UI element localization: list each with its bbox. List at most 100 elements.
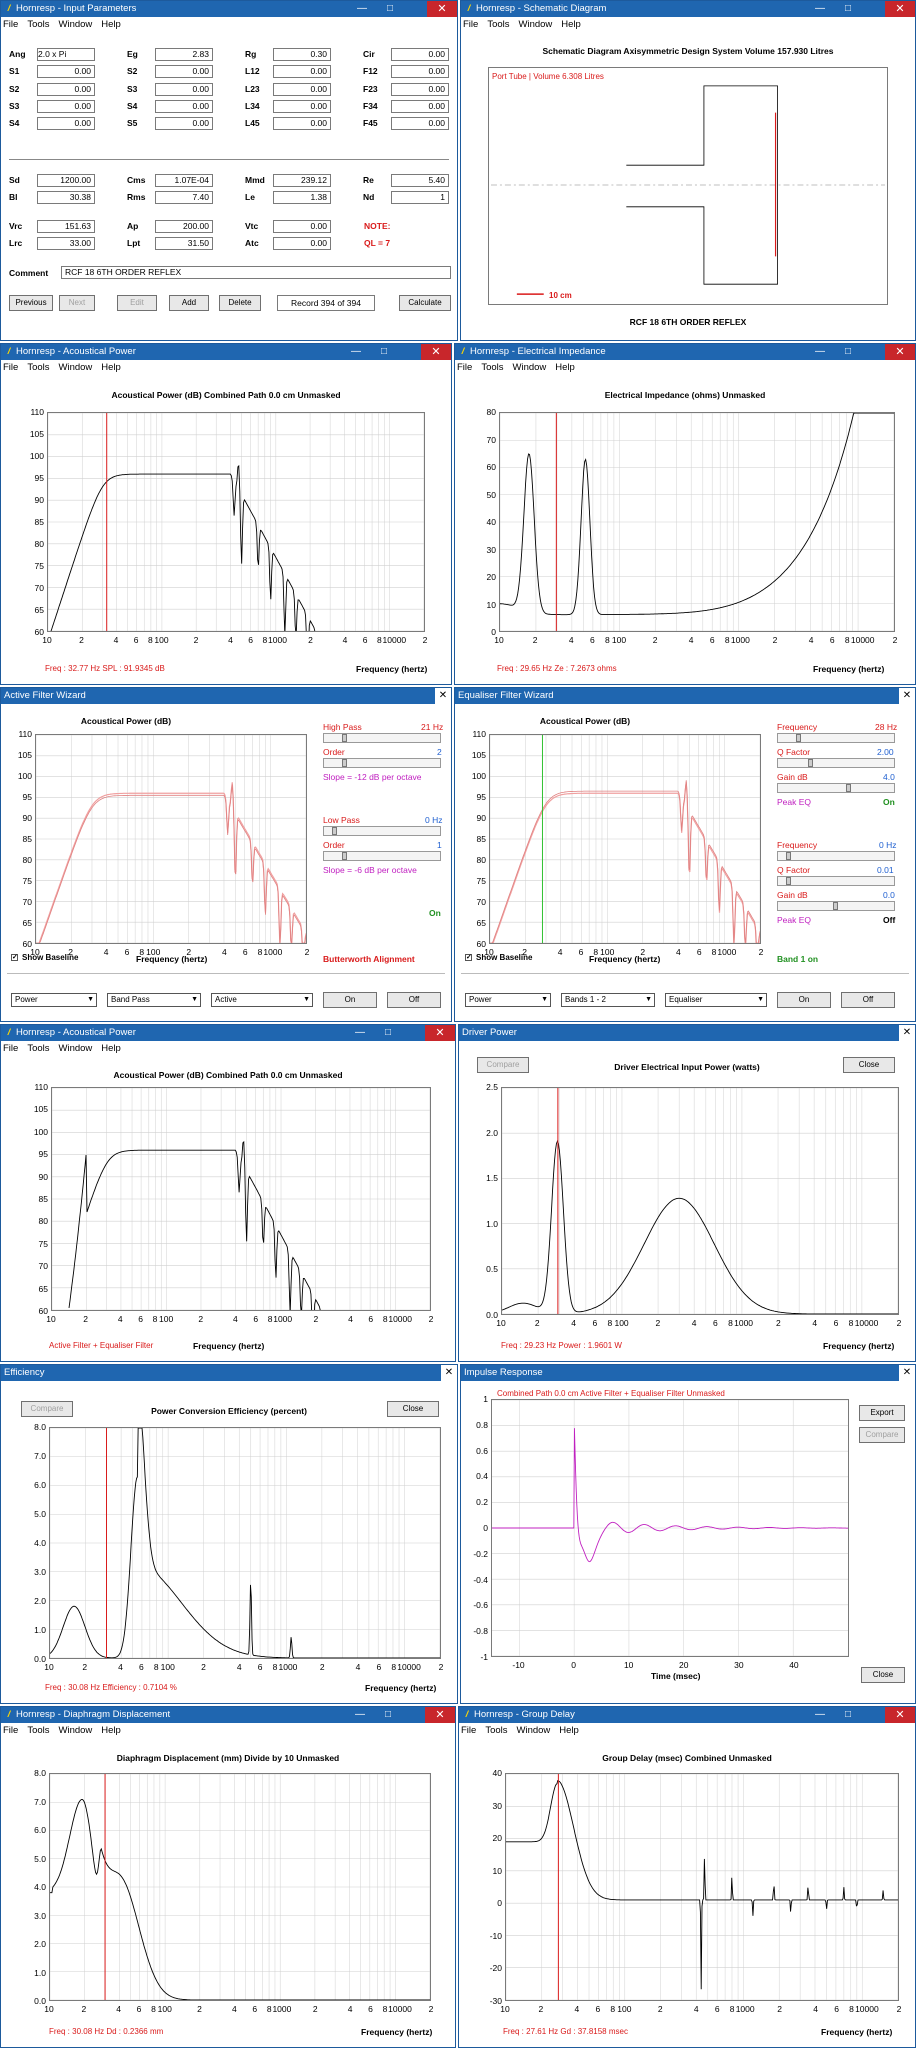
menu-tools[interactable]: Tools bbox=[27, 362, 50, 373]
gain-slider[interactable] bbox=[777, 783, 895, 793]
param-field-l23[interactable]: 0.00 bbox=[273, 82, 331, 96]
order-slider[interactable] bbox=[323, 758, 441, 768]
delete-button[interactable]: Delete bbox=[219, 295, 261, 311]
compare-button[interactable]: Compare bbox=[859, 1427, 905, 1443]
menu-file[interactable]: File bbox=[3, 1043, 19, 1054]
minimize-icon[interactable]: — bbox=[815, 1709, 825, 1720]
close-icon[interactable]: ✕ bbox=[899, 1025, 915, 1041]
show-baseline-checkbox[interactable]: ✓ Show Baseline bbox=[11, 953, 78, 962]
minimize-icon[interactable]: — bbox=[351, 346, 361, 357]
param-field-ap[interactable]: 200.00 bbox=[155, 220, 213, 233]
title-bar[interactable]: Driver Power ✕ bbox=[459, 1025, 915, 1041]
menu-tools[interactable]: Tools bbox=[485, 1725, 508, 1736]
menu-help[interactable]: Help bbox=[101, 362, 121, 373]
maximize-icon[interactable]: □ bbox=[384, 1027, 392, 1038]
param-field-cir[interactable]: 0.00 bbox=[391, 48, 449, 61]
menu-file[interactable]: File bbox=[3, 362, 19, 373]
close-icon[interactable]: ✕ bbox=[435, 688, 451, 704]
plot-area[interactable] bbox=[491, 1399, 849, 1657]
slider-thumb[interactable] bbox=[846, 784, 851, 792]
power-select[interactable]: Power ▼ bbox=[465, 993, 551, 1007]
close-icon[interactable]: ✕ bbox=[899, 688, 915, 704]
q-factor-slider[interactable] bbox=[777, 876, 895, 886]
param-field-f34[interactable]: 0.00 bbox=[391, 99, 449, 113]
active-select[interactable]: Active ▼ bbox=[211, 993, 313, 1007]
param-field-rg[interactable]: 0.30 bbox=[273, 48, 331, 61]
param-field-f12[interactable]: 0.00 bbox=[391, 65, 449, 79]
menu-window[interactable]: Window bbox=[58, 362, 93, 373]
menu-window[interactable]: Window bbox=[58, 19, 93, 30]
param-field-vtc[interactable]: 0.00 bbox=[273, 220, 331, 233]
title-bar[interactable]: / Hornresp - Group Delay — □ ✕ bbox=[459, 1707, 915, 1723]
high-pass-slider[interactable] bbox=[323, 733, 441, 743]
param-field-atc[interactable]: 0.00 bbox=[273, 237, 331, 250]
menu-window[interactable]: Window bbox=[58, 1725, 93, 1736]
minimize-icon[interactable]: — bbox=[815, 346, 825, 357]
menu-help[interactable]: Help bbox=[101, 1043, 121, 1054]
param-field-re[interactable]: 5.40 bbox=[391, 174, 449, 187]
title-bar[interactable]: / Hornresp - Acoustical Power — □ ✕ bbox=[1, 1025, 455, 1041]
menu-help[interactable]: Help bbox=[101, 1725, 121, 1736]
param-field-s2[interactable]: 0.00 bbox=[37, 82, 95, 96]
param-field-mmd[interactable]: 239.12 bbox=[273, 174, 331, 187]
param-field-f23[interactable]: 0.00 bbox=[391, 82, 449, 96]
menu-window[interactable]: Window bbox=[512, 362, 547, 373]
band-pass-select[interactable]: Band Pass ▼ bbox=[107, 993, 201, 1007]
param-field-s3[interactable]: 0.00 bbox=[37, 99, 95, 113]
on-button[interactable]: On bbox=[777, 992, 831, 1008]
param-field-s2[interactable]: 0.00 bbox=[155, 65, 213, 79]
off-button[interactable]: Off bbox=[387, 992, 441, 1008]
maximize-icon[interactable]: □ bbox=[844, 1709, 852, 1720]
plot-area[interactable] bbox=[35, 734, 307, 944]
menu-window[interactable]: Window bbox=[518, 19, 553, 30]
plot-area[interactable] bbox=[47, 412, 425, 632]
menu-tools[interactable]: Tools bbox=[27, 19, 50, 30]
maximize-icon[interactable]: □ bbox=[844, 346, 852, 357]
menu-window[interactable]: Window bbox=[58, 1043, 93, 1054]
title-bar[interactable]: Impulse Response ✕ bbox=[461, 1365, 915, 1381]
param-field-nd[interactable]: 1 bbox=[391, 191, 449, 204]
menu-file[interactable]: File bbox=[3, 1725, 19, 1736]
menu-file[interactable]: File bbox=[457, 362, 473, 373]
equaliser-select[interactable]: Equaliser ▼ bbox=[665, 993, 767, 1007]
title-bar[interactable]: / Hornresp - Acoustical Power — □ ✕ bbox=[1, 344, 451, 360]
title-bar[interactable]: Efficiency ✕ bbox=[1, 1365, 457, 1381]
title-bar[interactable]: Active Filter Wizard ✕ bbox=[1, 688, 451, 704]
close-icon[interactable]: ✕ bbox=[885, 1, 915, 17]
previous-button[interactable]: Previous bbox=[9, 295, 53, 311]
param-field-s3[interactable]: 0.00 bbox=[155, 82, 213, 96]
param-field-l12[interactable]: 0.00 bbox=[273, 65, 331, 79]
title-bar[interactable]: Equaliser Filter Wizard ✕ bbox=[455, 688, 915, 704]
plot-area[interactable] bbox=[51, 1087, 431, 1311]
show-baseline-checkbox[interactable]: ✓ Show Baseline bbox=[465, 953, 532, 962]
param-field-le[interactable]: 1.38 bbox=[273, 191, 331, 204]
close-icon[interactable]: ✕ bbox=[885, 344, 915, 360]
menu-tools[interactable]: Tools bbox=[27, 1725, 50, 1736]
plot-area[interactable] bbox=[505, 1773, 899, 2001]
close-icon[interactable]: ✕ bbox=[425, 1025, 455, 1041]
title-bar[interactable]: / Hornresp - Schematic Diagram — □ ✕ bbox=[461, 1, 915, 17]
frequency-slider[interactable] bbox=[777, 733, 895, 743]
plot-area[interactable] bbox=[501, 1087, 899, 1315]
gain-slider[interactable] bbox=[777, 901, 895, 911]
menu-file[interactable]: File bbox=[461, 1725, 477, 1736]
param-field-cms[interactable]: 1.07E-04 bbox=[155, 174, 213, 187]
minimize-icon[interactable]: — bbox=[815, 3, 825, 14]
order-slider[interactable] bbox=[323, 851, 441, 861]
maximize-icon[interactable]: □ bbox=[844, 3, 852, 14]
close-icon[interactable]: ✕ bbox=[441, 1365, 457, 1381]
q-factor-slider[interactable] bbox=[777, 758, 895, 768]
minimize-icon[interactable]: — bbox=[357, 3, 367, 14]
close-icon[interactable]: ✕ bbox=[885, 1707, 915, 1723]
menu-file[interactable]: File bbox=[3, 19, 19, 30]
next-button[interactable]: Next bbox=[59, 295, 95, 311]
param-field-eg[interactable]: 2.83 bbox=[155, 48, 213, 61]
menu-tools[interactable]: Tools bbox=[487, 19, 510, 30]
plot-area[interactable] bbox=[499, 412, 895, 632]
param-field-l34[interactable]: 0.00 bbox=[273, 99, 331, 113]
close-button[interactable]: Close bbox=[387, 1401, 439, 1417]
bands-select[interactable]: Bands 1 - 2 ▼ bbox=[561, 993, 655, 1007]
param-field-s1[interactable]: 0.00 bbox=[37, 65, 95, 79]
slider-thumb[interactable] bbox=[332, 827, 337, 835]
frequency-slider[interactable] bbox=[777, 851, 895, 861]
